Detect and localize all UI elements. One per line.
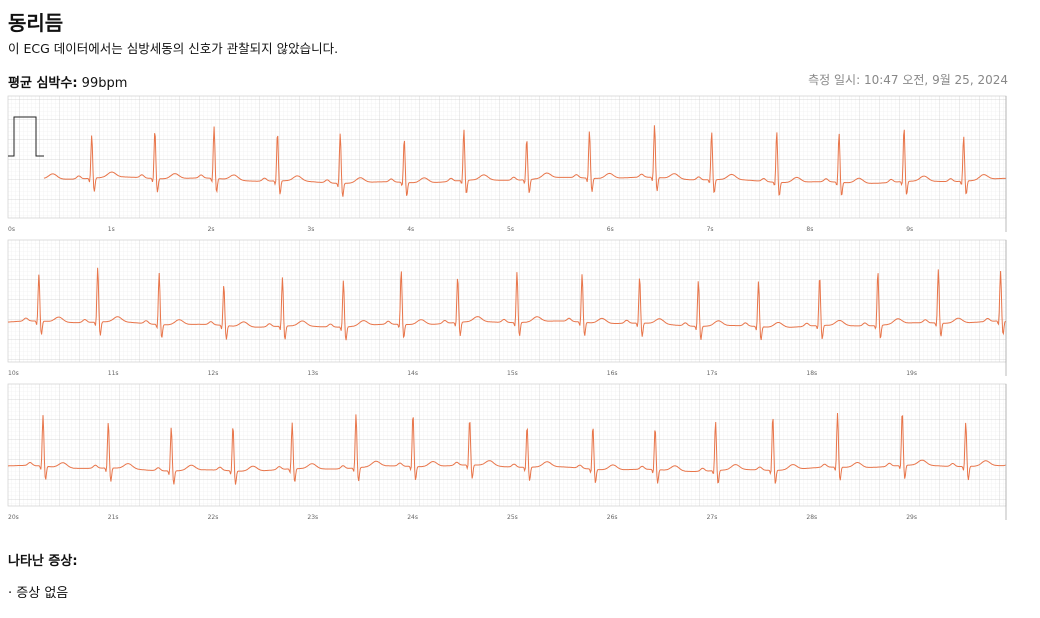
ecg-trace <box>7 267 1006 341</box>
time-label: 19s <box>906 370 917 377</box>
time-label: 7s <box>707 226 714 233</box>
time-label: 14s <box>407 370 418 377</box>
time-label: 10s <box>8 370 19 377</box>
ecg-trace <box>8 412 1006 485</box>
description: 이 ECG 데이터에서는 심방세동의 신호가 관찰되지 않았습니다. <box>8 41 339 56</box>
time-label: 8s <box>806 226 813 233</box>
time-label: 29s <box>906 514 917 521</box>
time-label: 23s <box>307 514 318 521</box>
time-label: 1s <box>108 226 115 233</box>
time-label: 3s <box>307 226 314 233</box>
time-label: 6s <box>607 226 614 233</box>
time-label: 26s <box>607 514 618 521</box>
time-label: 18s <box>806 370 817 377</box>
time-label: 27s <box>707 514 718 521</box>
time-label: 22s <box>208 514 219 521</box>
time-label: 13s <box>307 370 318 377</box>
time-label: 20s <box>8 514 19 521</box>
symptoms-title: 나타난 증상: <box>8 554 78 569</box>
ecg-strips: 0s 1s 2s 3s 4s 5s 6s 7s 8s 9s 10s 11s 12s 13s 14s 15s 16… <box>7 95 1007 521</box>
heart-rate-value: 99bpm <box>81 76 128 91</box>
ecg-trace <box>43 125 1006 197</box>
symptoms-list: · 증상 없음 <box>8 582 68 601</box>
title: 동리듬 <box>8 11 64 35</box>
time-label: 25s <box>507 514 518 521</box>
time-label: 11s <box>108 370 119 377</box>
time-label: 0s <box>8 226 15 233</box>
time-label: 2s <box>208 226 215 233</box>
heart-rate-label: 평균 심박수: <box>8 76 78 91</box>
time-label: 24s <box>407 514 418 521</box>
time-label: 21s <box>108 514 119 521</box>
symptom-item: · 증상 없음 <box>8 586 69 601</box>
time-label: 12s <box>208 370 219 377</box>
time-label: 28s <box>806 514 817 521</box>
time-label: 9s <box>906 226 913 233</box>
time-label: 5s <box>507 226 514 233</box>
time-label: 17s <box>707 370 718 377</box>
recorded-time: 측정 일시: 10:47 오전, 9월 25, 2024 <box>808 73 1008 87</box>
time-label: 4s <box>407 226 414 233</box>
ecg-grid <box>7 95 1007 219</box>
heart-rate: 평균 심박수: 99bpm <box>8 72 127 91</box>
ecg-grid <box>7 383 1007 507</box>
ecg-grid <box>7 239 1007 363</box>
time-label: 15s <box>507 370 518 377</box>
calibration-pulse <box>8 116 44 157</box>
time-label: 16s <box>607 370 618 377</box>
